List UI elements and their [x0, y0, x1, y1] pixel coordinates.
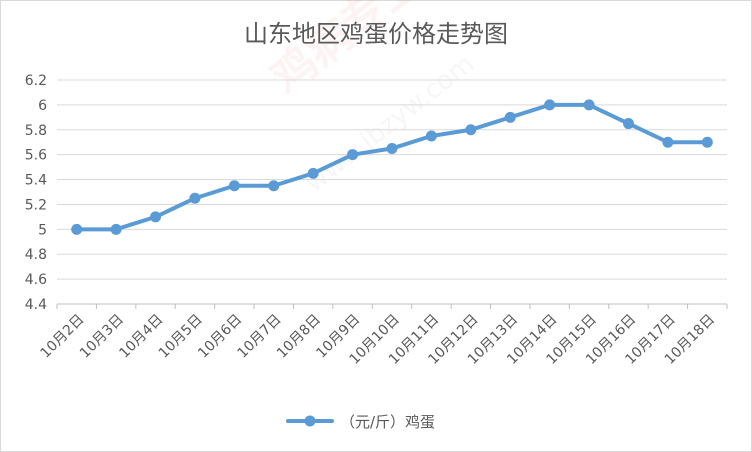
data-point — [150, 211, 162, 223]
data-point — [701, 136, 713, 148]
data-point — [622, 118, 634, 130]
y-tick-label: 5.2 — [25, 197, 47, 213]
y-tick-label: 5.8 — [25, 123, 47, 139]
legend-label: （元/斤）鸡蛋 — [340, 413, 435, 431]
data-point — [544, 99, 556, 111]
data-point — [504, 111, 516, 123]
y-tick-label: 6.2 — [25, 73, 47, 89]
series-line — [74, 102, 710, 232]
data-point — [583, 99, 595, 111]
y-tick-label: 5.4 — [25, 173, 47, 189]
data-point — [268, 180, 280, 192]
data-point — [425, 130, 437, 142]
data-point — [71, 223, 83, 235]
y-tick-label: 4.4 — [25, 297, 47, 313]
y-tick-label: 4.8 — [25, 247, 47, 263]
y-tick-label: 5.6 — [25, 148, 47, 164]
y-tick-label: 6 — [38, 98, 47, 114]
data-point — [307, 167, 319, 179]
data-point — [189, 192, 201, 204]
y-tick-label: 5 — [38, 222, 47, 238]
data-point — [465, 124, 477, 136]
data-point — [347, 149, 359, 161]
data-point — [228, 180, 240, 192]
legend-marker-icon — [304, 415, 316, 427]
y-tick-label: 4.6 — [25, 272, 47, 288]
data-point — [110, 223, 122, 235]
chart-title: 山东地区鸡蛋价格走势图 — [244, 20, 508, 48]
data-point — [386, 142, 398, 154]
data-point — [662, 136, 674, 148]
